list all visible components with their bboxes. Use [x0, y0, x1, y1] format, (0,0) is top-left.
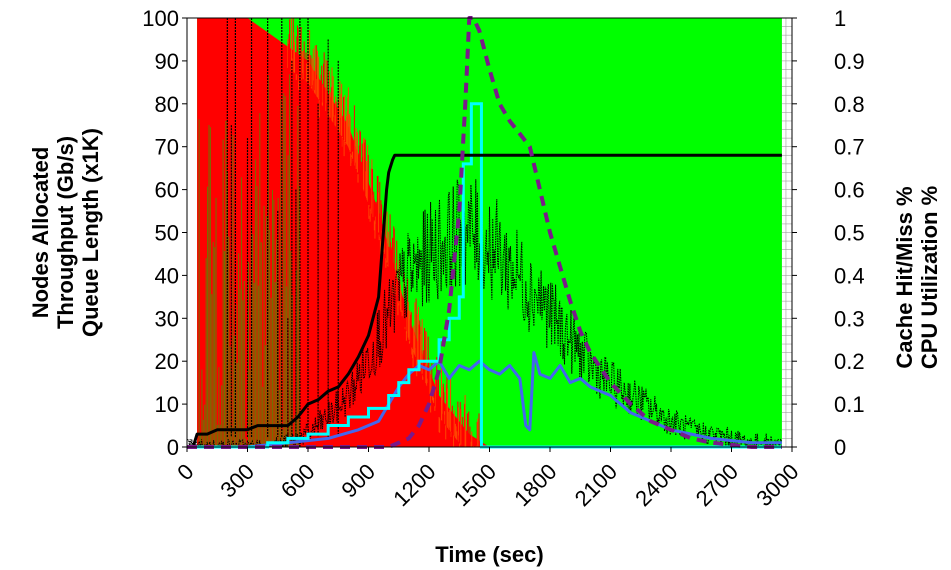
throughput-step-series — [187, 102, 782, 449]
y-left-tick-label: 100 — [142, 6, 179, 31]
y-right-tick-label: 0 — [834, 435, 846, 460]
y-left-tick-label: 80 — [155, 92, 179, 117]
cache-hit-series — [187, 16, 782, 449]
x-tick-label: 2400 — [630, 459, 682, 511]
y-right-tick-label: 0.3 — [834, 306, 865, 331]
y-right-tick-label: 0.4 — [834, 263, 865, 288]
y-right-tick-label: 0.2 — [834, 349, 865, 374]
y-left-tick-label: 30 — [155, 306, 179, 331]
y-right-tick-label: 0.5 — [834, 221, 865, 246]
y-left-axis-title-line: Throughput (Gb/s) — [53, 136, 78, 329]
y-right-tick-label: 0.8 — [834, 92, 865, 117]
y-left-tick-label: 70 — [155, 135, 179, 160]
y-left-tick-label: 60 — [155, 178, 179, 203]
y-right-tick-labels: 0 0.1 0.2 0.3 0.4 0.5 0.6 0.7 0.8 0.9 1 — [792, 6, 865, 460]
series-layer — [186, 16, 782, 449]
y-left-axis-title: Nodes Allocated Throughput (Gb/s) Queue Le… — [28, 128, 103, 337]
x-tick-label: 300 — [215, 459, 259, 503]
y-right-tick-label: 0.6 — [834, 178, 865, 203]
y-right-tick-label: 0.1 — [834, 392, 865, 417]
x-tick-label: 1800 — [509, 459, 561, 511]
y-left-tick-labels: 0 10 20 30 40 50 60 70 80 90 100 — [142, 6, 187, 460]
y-left-tick-label: 0 — [167, 435, 179, 460]
y-right-tick-label: 1 — [834, 6, 846, 31]
x-tick-label: 3000 — [751, 459, 803, 511]
y-right-axis-title-line: Cache Hit/Miss % — [892, 186, 917, 368]
x-tick-label: 1200 — [388, 459, 440, 511]
x-axis-title: Time (sec) — [435, 542, 543, 567]
x-tick-label: 600 — [276, 459, 320, 503]
x-tick-label: 1500 — [449, 459, 501, 511]
y-right-tick-label: 0.7 — [834, 135, 865, 160]
x-tick-labels: 0 300 600 900 1200 1500 1800 2100 2400 2700 3000 — [172, 447, 804, 511]
y-left-tick-label: 50 — [155, 221, 179, 246]
y-left-axis-title-line: Nodes Allocated — [28, 147, 53, 319]
x-tick-label: 2700 — [691, 459, 743, 511]
y-right-axis-title: Cache Hit/Miss % CPU Utilization % — [892, 186, 942, 369]
x-tick-label: 0 — [172, 459, 198, 485]
y-left-tick-label: 20 — [155, 349, 179, 374]
y-left-tick-label: 40 — [155, 263, 179, 288]
x-tick-label: 900 — [336, 459, 380, 503]
y-right-axis-title-line: CPU Utilization % — [917, 186, 942, 369]
y-right-tick-label: 0.9 — [834, 49, 865, 74]
cpu-utilization-series — [187, 351, 782, 449]
y-left-tick-label: 10 — [155, 392, 179, 417]
nodes-allocated-series — [187, 153, 782, 449]
y-left-tick-label: 90 — [155, 49, 179, 74]
y-left-axis-title-line: Queue Length (x1K) — [78, 128, 103, 337]
x-tick-label: 2100 — [570, 459, 622, 511]
